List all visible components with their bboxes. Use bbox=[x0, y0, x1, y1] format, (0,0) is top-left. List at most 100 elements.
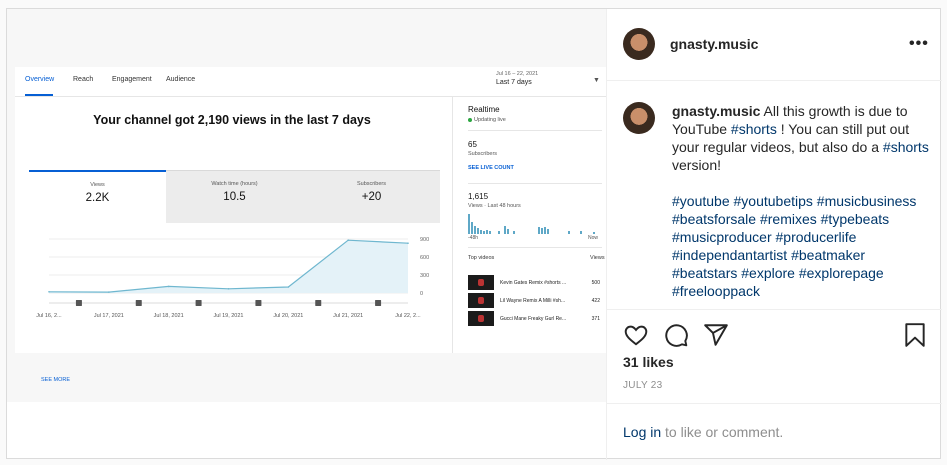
login-prompt: Log in to like or comment. bbox=[607, 403, 942, 460]
bookmark-icon[interactable] bbox=[902, 322, 928, 348]
tab-underline bbox=[25, 94, 53, 96]
likes-count[interactable]: 31 likes bbox=[623, 354, 674, 370]
x-tick-label: Jul 17, 2021 bbox=[94, 313, 124, 319]
top-video-row: Kevin Gates Remix #shorts ... 500 bbox=[468, 275, 602, 291]
data-point bbox=[108, 291, 110, 293]
hashtag-link[interactable]: #youtubetips bbox=[733, 193, 813, 209]
hashtag-link[interactable]: #musicbusiness bbox=[816, 193, 917, 209]
caption-text: version! bbox=[672, 157, 722, 173]
hashtag-link[interactable]: #freelooppack bbox=[672, 283, 760, 299]
hashtag-link[interactable]: #typebeats bbox=[820, 211, 890, 227]
y-tick-label: 0 bbox=[420, 291, 423, 297]
caption-text: ! You can still put out your regular vid… bbox=[672, 121, 910, 155]
metric-value: +20 bbox=[361, 191, 382, 203]
video-views: 371 bbox=[591, 316, 600, 322]
caption-body: gnasty.music All this growth is due to Y… bbox=[672, 102, 934, 174]
divider bbox=[468, 183, 602, 184]
video-marker-icon bbox=[375, 300, 382, 306]
avatar[interactable] bbox=[623, 102, 655, 134]
realtime-bar-chart bbox=[468, 214, 595, 234]
hashtag-link[interactable]: #musicproducer bbox=[672, 229, 772, 245]
views-headline: Your channel got 2,190 views in the last… bbox=[93, 113, 371, 127]
username-link[interactable]: gnasty.music bbox=[670, 36, 759, 52]
avatar[interactable] bbox=[623, 28, 655, 60]
metric-views: Views 2.2K bbox=[29, 170, 166, 223]
login-link[interactable]: Log in bbox=[623, 424, 662, 440]
video-title: Gucci Mane Freaky Gurl Re... bbox=[500, 316, 567, 322]
live-dot-icon bbox=[468, 117, 472, 122]
video-views: 422 bbox=[591, 298, 600, 304]
x-tick-label: Jul 18, 2021 bbox=[154, 313, 184, 319]
data-point bbox=[347, 239, 349, 241]
hashtag-link[interactable]: #beatmaker bbox=[791, 247, 866, 263]
metric-watch-time: Watch time (hours) 10.5 bbox=[166, 170, 303, 223]
realtime-axis-end: Now bbox=[588, 235, 599, 241]
metric-tabs: Views 2.2K Watch time (hours) 10.5 Subsc… bbox=[29, 170, 441, 223]
metric-label: Subscribers bbox=[356, 181, 387, 187]
video-marker-icon bbox=[195, 300, 202, 306]
divider bbox=[468, 130, 602, 131]
x-tick-label: Jul 20, 2021 bbox=[273, 313, 303, 319]
date-range-label: Last 7 days bbox=[496, 79, 532, 86]
x-tick-label: Jul 22, 2... bbox=[395, 313, 421, 319]
date-range-selector: Jul 16 – 22, 2021 Last 7 days bbox=[496, 71, 538, 86]
hashtag-link[interactable]: #independantartist bbox=[672, 247, 788, 263]
video-views: 500 bbox=[591, 280, 600, 286]
comment-icon[interactable] bbox=[663, 322, 689, 348]
date-range-dates: Jul 16 – 22, 2021 bbox=[496, 71, 539, 77]
hashtag-list: #youtube #youtubetips #musicbusiness #be… bbox=[672, 192, 934, 300]
post-side-panel: gnasty.music ••• gnasty.music All this g… bbox=[606, 9, 942, 460]
realtime-panel: Realtime Updating live 65 Subscribers SE… bbox=[460, 97, 606, 353]
data-point bbox=[167, 285, 170, 288]
hashtag-link[interactable]: #producerlife bbox=[775, 229, 857, 245]
video-title: Kevin Gates Remix #shorts ... bbox=[500, 280, 567, 286]
hashtag-link[interactable]: #beatstars bbox=[672, 265, 738, 281]
realtime-views-label: Views · Last 48 hours bbox=[468, 203, 521, 209]
hashtag-link[interactable]: #shorts bbox=[730, 121, 777, 137]
video-marker-icon bbox=[75, 300, 82, 306]
top-video-row: Gucci Mane Freaky Gurl Re... 371 bbox=[468, 311, 602, 327]
metric-subscribers: Subscribers +20 bbox=[303, 170, 440, 223]
heart-icon[interactable] bbox=[623, 322, 649, 348]
divider bbox=[468, 247, 602, 248]
login-prompt-text: to like or comment. bbox=[661, 424, 784, 440]
views-chart-svg: 900 600 300 0 Jul 16, 2... Jul 17, 2021 Jul 18… bbox=[36, 237, 429, 319]
caption-text: All this growth is due to YouTube bbox=[672, 103, 908, 137]
x-tick-label: Jul 19, 2021 bbox=[214, 313, 244, 319]
top-video-row: Lil Wayne Remix A Milli #sh... 422 bbox=[468, 293, 602, 309]
see-live-count-link: SEE LIVE COUNT bbox=[468, 165, 514, 171]
share-icon[interactable] bbox=[703, 322, 729, 348]
y-tick-label: 900 bbox=[420, 237, 429, 243]
y-tick-label: 600 bbox=[420, 255, 429, 261]
x-tick-label: Jul 16, 2... bbox=[36, 313, 62, 319]
hashtag-link[interactable]: #shorts bbox=[882, 139, 929, 155]
hashtag-link[interactable]: #remixes bbox=[759, 211, 817, 227]
video-marker-icon bbox=[135, 300, 142, 306]
video-thumbnail bbox=[468, 275, 494, 290]
hashtag-link[interactable]: #explore bbox=[741, 265, 795, 281]
tab-overview: Overview bbox=[25, 76, 55, 83]
hashtag-link[interactable]: #explorepage bbox=[798, 265, 884, 281]
caption-area: gnasty.music All this growth is due to Y… bbox=[607, 81, 942, 309]
caption-username[interactable]: gnasty.music bbox=[672, 103, 761, 119]
video-marker-icon bbox=[255, 300, 262, 306]
tab-reach: Reach bbox=[73, 76, 94, 83]
video-thumbnail bbox=[468, 293, 494, 308]
data-point bbox=[287, 286, 290, 288]
series-area bbox=[49, 240, 408, 293]
realtime-subs-label: Subscribers bbox=[468, 151, 498, 157]
video-title: Lil Wayne Remix A Milli #sh... bbox=[500, 298, 566, 304]
realtime-status: Updating live bbox=[468, 117, 506, 123]
data-point bbox=[407, 242, 409, 244]
divider bbox=[452, 97, 453, 353]
caption: gnasty.music All this growth is due to Y… bbox=[672, 102, 934, 300]
realtime-axis-start: -48h bbox=[468, 235, 479, 241]
post-media[interactable]: Overview Reach Engagement Audience Jul 1… bbox=[7, 9, 606, 402]
overview-card: Your channel got 2,190 views in the last… bbox=[23, 97, 441, 353]
hashtag-link[interactable]: #youtube bbox=[672, 193, 730, 209]
hashtag-link[interactable]: #beatsforsale bbox=[672, 211, 757, 227]
analytics-tabs: Overview Reach Engagement Audience Jul 1… bbox=[15, 67, 606, 97]
more-options-icon[interactable]: ••• bbox=[909, 35, 929, 52]
post-date[interactable]: JULY 23 bbox=[623, 380, 663, 391]
views-chart: 900 600 300 0 Jul 16, 2... Jul 17, 2021 Jul 18… bbox=[23, 223, 441, 347]
